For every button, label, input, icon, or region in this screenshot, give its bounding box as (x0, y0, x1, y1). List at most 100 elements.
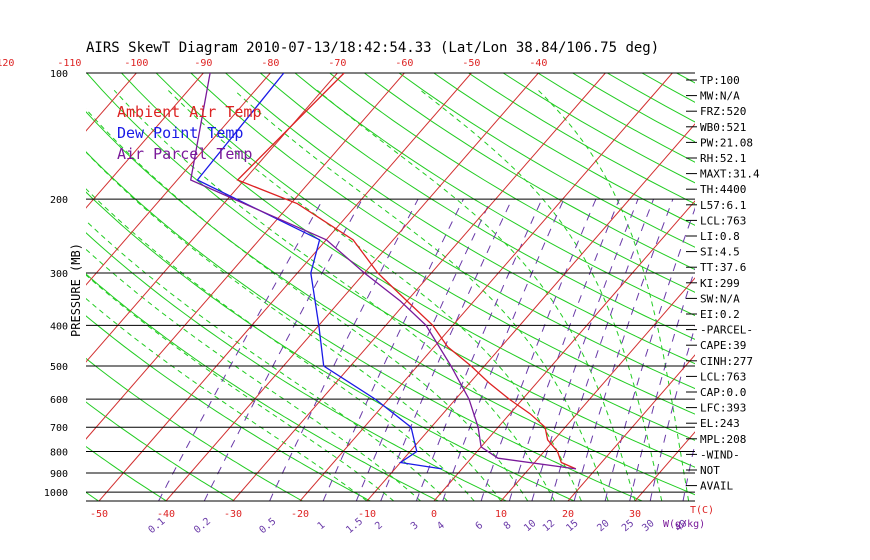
isotherm-line (500, 277, 695, 501)
isotherm-line (165, 73, 539, 501)
mixing-ratio-tick-label: 3 (409, 520, 421, 532)
moist-adiabat-line (113, 89, 556, 501)
index-label: NOT (700, 464, 720, 477)
bottom-temp-tick-label: -40 (157, 509, 175, 520)
index-label: TT:37.6 (700, 261, 746, 274)
mixing-ratio-line (355, 198, 492, 501)
pressure-tick-label: 700 (50, 423, 68, 434)
top-temperature-ticks: -120 -110 -100 -90 -80 -70 -60 -50 -40 (0, 58, 547, 69)
pressure-tick-label: 500 (50, 362, 68, 373)
pressure-tick-label: 400 (50, 321, 68, 332)
dry-adiabat-line (294, 73, 695, 317)
bottom-temp-tick-label: -50 (90, 509, 108, 520)
mixing-ratio-line (203, 198, 363, 501)
mixing-ratio-line (531, 199, 639, 501)
dry-adiabat-line (816, 73, 870, 501)
isotherm-line (86, 73, 338, 363)
dry-adiabat-line (850, 73, 870, 501)
moist-adiabat-line (86, 297, 368, 501)
dry-adiabat-line (468, 73, 695, 205)
mixing-ratio-tick-label: 15 (564, 518, 580, 534)
dry-adiabat-line (364, 73, 695, 271)
top-temp-tick-label: -50 (462, 58, 480, 69)
index-label: SW:N/A (700, 292, 740, 305)
legend-entry: Ambient Air Temp (117, 103, 262, 121)
profile-air-parcel-temp (189, 73, 576, 470)
chart-title: AIRS SkewT Diagram 2010-07-13/18:42:54.3… (86, 40, 659, 56)
moist-adiabat-line (234, 89, 609, 501)
mixing-ratio-lines (158, 198, 695, 501)
isotherm-line (232, 73, 606, 501)
moist-adiabat-line (86, 248, 421, 501)
isotherm-line (769, 73, 870, 501)
bottom-temp-tick-label: -20 (291, 509, 309, 520)
index-label: RH:52.1 (700, 152, 746, 165)
pressure-tick-label: 600 (50, 395, 68, 406)
index-label: LCL:763 (700, 370, 746, 383)
isotherm-line (86, 73, 271, 286)
index-label: AVAIL (700, 480, 733, 493)
mixing-ratio-line (508, 199, 620, 501)
isotherm-line (98, 73, 472, 501)
index-label: WB0:521 (700, 121, 746, 134)
profile-dew-point-temp (196, 73, 442, 470)
isobar-lines (86, 72, 695, 502)
dry-adiabat-line (641, 73, 695, 103)
index-label: PW:21.08 (700, 136, 753, 149)
index-label: LFC:393 (700, 402, 746, 415)
moist-adiabat-lines (86, 89, 690, 501)
index-label: FRZ:520 (700, 105, 746, 118)
moist-adiabat-line (86, 188, 475, 501)
index-label: TP:100 (700, 74, 740, 87)
moist-adiabat-line (420, 89, 663, 501)
isotherm-line (567, 354, 695, 501)
pressure-tick-label: 900 (50, 469, 68, 480)
dry-adiabat-line (86, 191, 575, 501)
top-temp-tick-label: -70 (328, 58, 346, 69)
index-label: TH:4400 (700, 183, 746, 196)
profile-ambient-air-temp (236, 73, 577, 470)
dry-adiabat-line (86, 491, 99, 501)
index-label: EI:0.2 (700, 308, 740, 321)
dry-adiabat-line (398, 73, 695, 248)
dry-adiabat-line (329, 73, 695, 293)
mixing-ratio-line (158, 198, 324, 501)
moist-adiabat-line (86, 151, 502, 501)
index-label: CAP:0.0 (700, 386, 746, 399)
index-label: LI:0.8 (700, 230, 740, 243)
mixing-ratio-line (269, 198, 419, 501)
mixing-ratio-tick-label: 2 (373, 520, 385, 532)
dry-adiabat-line (0, 73, 31, 501)
moist-adiabat-line (86, 108, 529, 501)
dry-adiabat-line (86, 315, 371, 501)
top-temp-tick-label: -100 (124, 58, 148, 69)
mixing-ratio-line (649, 324, 695, 501)
isotherm-line (299, 73, 673, 501)
mixing-ratio-line (604, 207, 695, 501)
index-label: -PARCEL- (700, 324, 753, 337)
index-label: MW:N/A (700, 90, 740, 103)
top-temp-tick-label: -120 (0, 58, 14, 69)
bottom-temp-tick-label: 0 (431, 509, 437, 520)
index-label: MAXT:31.4 (700, 168, 760, 181)
mixing-ratio-tick-label: 0.2 (192, 516, 213, 536)
bottom-temp-tick-label: -10 (358, 509, 376, 520)
index-label: LCL:763 (700, 214, 746, 227)
top-temp-tick-label: -110 (57, 58, 81, 69)
bottom-temp-tick-label: 20 (562, 509, 574, 520)
index-label: CINH:277 (700, 355, 753, 368)
dry-adiabat-line (190, 73, 695, 390)
y-axis-label: PRESSURE (MB) (69, 243, 83, 337)
mixing-ratio-tick-label: 6 (474, 520, 486, 532)
index-label: EL:243 (700, 417, 740, 430)
mixing-ratio-tick-label: 1 (316, 520, 328, 532)
pressure-tick-label: 800 (50, 448, 68, 459)
index-label: SI:4.5 (700, 246, 740, 259)
dry-adiabat-line (86, 445, 167, 501)
index-label: L57:6.1 (700, 199, 746, 212)
pressure-tick-label: 100 (50, 69, 68, 80)
mixing-ratio-tick-label: 0.5 (258, 516, 279, 536)
mixing-ratio-line (550, 199, 654, 501)
moist-adiabat-line (167, 89, 582, 501)
top-temp-tick-label: -40 (529, 58, 547, 69)
